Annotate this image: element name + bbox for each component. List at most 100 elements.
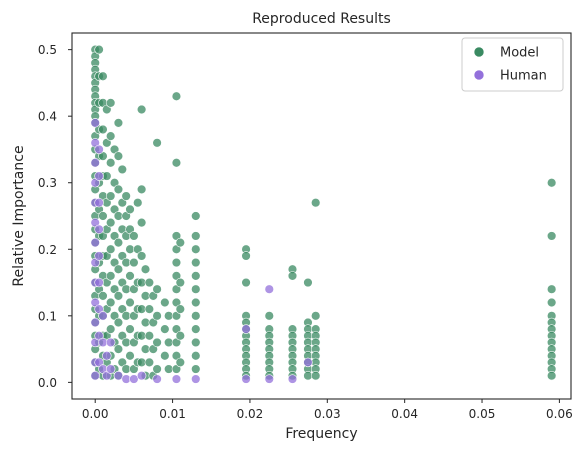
x-tick-label: 0.04: [391, 407, 418, 421]
data-point-model: [171, 257, 182, 268]
data-point-model: [311, 311, 321, 321]
data-point-model: [175, 331, 186, 341]
data-point-model: [125, 297, 135, 308]
data-point-model: [175, 277, 186, 288]
data-point-human: [90, 317, 100, 328]
data-point-model: [160, 351, 170, 361]
x-tick-label: 0.05: [469, 407, 496, 421]
data-point-model: [125, 271, 135, 281]
data-point-model: [98, 124, 108, 135]
chart-title: Reproduced Results: [252, 11, 391, 27]
data-point-human: [152, 374, 162, 384]
y-axis-ticks: 0.0 0.1 0.2 0.3 0.4 0.5: [38, 43, 72, 390]
x-axis-ticks: 0.00 0.01 0.02 0.03 0.04 0.05 0.06: [82, 399, 573, 421]
data-point-model: [175, 357, 186, 368]
data-point-model: [125, 351, 135, 361]
data-point-model: [117, 164, 127, 175]
data-point-model: [113, 317, 124, 328]
x-tick-label: 0.03: [314, 407, 341, 421]
data-point-model: [152, 364, 162, 374]
data-point-model: [105, 217, 116, 228]
x-tick-label: 0.00: [82, 407, 109, 421]
data-point-model: [311, 371, 321, 381]
data-point-model: [136, 184, 147, 195]
data-point-human: [94, 277, 104, 288]
data-point-model: [191, 311, 201, 321]
data-point-model: [105, 131, 116, 141]
x-tick-label: 0.02: [237, 407, 264, 421]
legend-marker-human: [473, 69, 485, 81]
data-point-human: [264, 374, 274, 384]
y-tick-label: 0.5: [38, 43, 57, 57]
data-point-human: [191, 374, 201, 384]
data-point-human: [90, 158, 100, 168]
data-point-model: [546, 178, 557, 188]
legend: Model Human: [461, 37, 564, 92]
data-point-model: [287, 271, 298, 281]
data-point-human: [303, 357, 313, 368]
data-point-model: [113, 184, 124, 195]
series-human: [90, 118, 313, 384]
legend-label-human: Human: [500, 69, 547, 84]
data-point-model: [94, 44, 104, 55]
data-point-model: [191, 284, 201, 294]
y-tick-label: 0.2: [38, 243, 57, 257]
data-point-model: [144, 277, 155, 288]
data-point-human: [129, 374, 139, 384]
data-point-human: [241, 324, 251, 334]
data-point-model: [191, 244, 201, 254]
data-point-model: [98, 71, 108, 81]
legend-box: [461, 37, 564, 92]
data-point-model: [152, 284, 162, 294]
y-tick-label: 0.4: [38, 110, 57, 124]
data-point-model: [113, 151, 124, 161]
data-point-human: [264, 284, 274, 294]
data-point-model: [303, 277, 313, 288]
data-point-model: [98, 291, 108, 301]
data-point-model: [133, 197, 143, 208]
data-point-model: [152, 311, 162, 321]
data-point-model: [160, 324, 170, 334]
data-point-model: [144, 304, 155, 314]
data-point-human: [94, 197, 104, 208]
data-point-human: [102, 351, 112, 361]
data-point-model: [125, 204, 135, 215]
data-point-human: [90, 237, 100, 248]
data-point-model: [191, 337, 201, 348]
y-tick-label: 0.0: [38, 376, 57, 390]
data-point-model: [241, 251, 251, 261]
data-point-model: [152, 138, 162, 148]
data-point-model: [136, 217, 147, 228]
plot-area: [71, 32, 572, 400]
data-point-model: [105, 324, 116, 334]
data-point-model: [105, 244, 116, 254]
data-point-model: [546, 297, 557, 308]
legend-label-model: Model: [500, 46, 539, 61]
data-point-human: [94, 224, 104, 235]
data-point-model: [113, 264, 124, 274]
data-point-human: [241, 374, 251, 384]
data-point-model: [105, 297, 116, 308]
data-point-human: [105, 364, 116, 374]
data-point-model: [160, 297, 170, 308]
data-point-model: [264, 311, 274, 321]
data-point-human: [287, 374, 298, 384]
data-point-model: [546, 231, 557, 241]
data-point-model: [191, 297, 201, 308]
data-point-human: [94, 171, 104, 181]
data-point-model: [311, 197, 321, 208]
x-tick-label: 0.06: [546, 407, 573, 421]
data-point-model: [175, 304, 186, 314]
data-point-model: [121, 191, 131, 201]
data-point-model: [129, 231, 139, 241]
data-point-model: [191, 271, 201, 281]
data-point-model: [98, 211, 108, 221]
data-point-model: [140, 264, 151, 274]
data-point-model: [191, 211, 201, 221]
data-point-human: [113, 371, 124, 381]
data-point-human: [94, 144, 104, 155]
y-tick-label: 0.1: [38, 309, 57, 323]
data-point-model: [171, 91, 182, 101]
y-axis-label: Relative Importance: [11, 145, 27, 286]
